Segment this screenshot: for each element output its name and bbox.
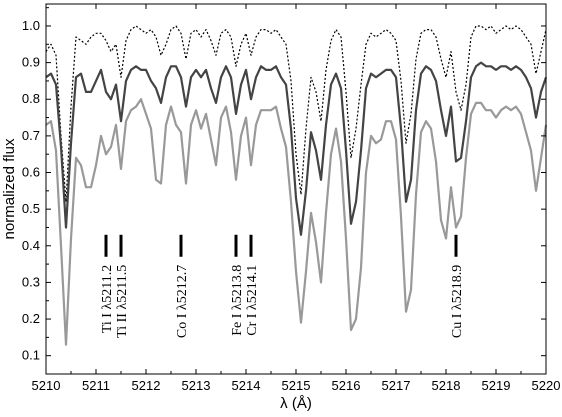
line-marker-label: Ti II λ5211.5 [115, 265, 130, 338]
series-layer [45, 25, 548, 346]
y-tick-label: 1.0 [22, 18, 40, 33]
line-marker-label: Co I λ5212.7 [175, 265, 190, 338]
y-tick-label: 0.5 [22, 201, 40, 216]
x-tick-label: 5213 [182, 378, 211, 393]
y-tick-label: 0.8 [22, 91, 40, 106]
x-tick-label: 5220 [532, 378, 561, 393]
series-line-3 [45, 98, 548, 346]
y-tick-label: 0.7 [22, 128, 40, 143]
x-tick-label: 5219 [482, 378, 511, 393]
x-tick-label: 5210 [32, 378, 61, 393]
x-axis-label: λ (Å) [280, 395, 312, 412]
y-tick-label: 0.2 [22, 311, 40, 326]
line-marker-label: Cu I λ5218.9 [450, 265, 465, 338]
axis-layer: 5210 5211 5212 5213 5214 5215 5216 5217 5218 5219… [22, 4, 561, 393]
line-marker-label: Fe I λ5213.8 [230, 265, 245, 336]
x-tick-label: 5214 [232, 378, 261, 393]
y-axis-label: normalized flux [1, 138, 18, 239]
x-tick-label: 5218 [432, 378, 461, 393]
line-marker-label: Cr I λ5214.1 [245, 265, 260, 336]
line-marker-label: Ti I λ5211.2 [100, 265, 115, 333]
x-tick-label: 5216 [332, 378, 361, 393]
x-tick-label: 5211 [82, 378, 110, 393]
x-tick-label: 5217 [382, 378, 411, 393]
series-line-2 [45, 61, 548, 236]
y-tick-label: 0.1 [22, 348, 40, 363]
x-tick-label: 5212 [132, 378, 161, 393]
x-tick-label: 5215 [282, 378, 311, 393]
y-tick-label: 0.6 [22, 165, 40, 180]
y-tick-label: 0.4 [22, 238, 40, 253]
y-tick-label: 0.3 [22, 274, 40, 289]
y-tick-label: 0.9 [22, 55, 40, 70]
series-line-1 [45, 25, 547, 203]
line-marker-layer: Ti I λ5211.2 Ti II λ5211.5 Co I λ5212.7 Fe … [100, 234, 465, 338]
